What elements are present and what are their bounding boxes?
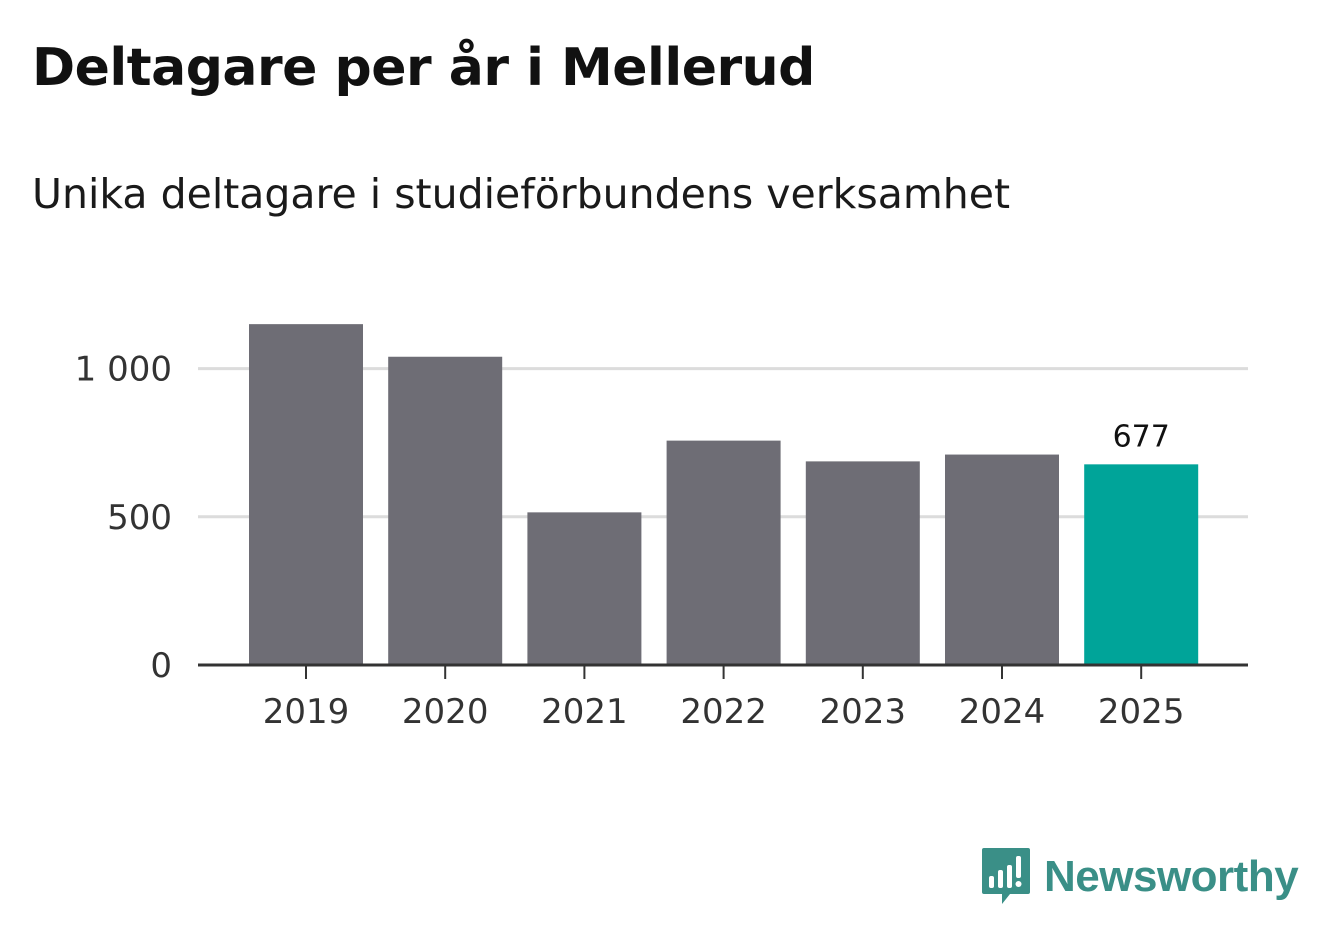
x-tick-label: 2021	[541, 692, 628, 732]
y-tick-label: 500	[107, 498, 172, 538]
x-tick-label: 2024	[959, 692, 1046, 732]
x-tick-label: 2023	[820, 692, 907, 732]
x-axis	[198, 663, 1248, 679]
newsworthy-logo: Newsworthy	[980, 846, 1299, 908]
chart-subtitle: Unika deltagare i studieförbundens verks…	[32, 170, 1011, 218]
x-tick-label: 2025	[1098, 692, 1185, 732]
brand-name: Newsworthy	[1044, 852, 1299, 901]
data-label: 677	[1113, 419, 1170, 454]
bar-2021	[527, 512, 642, 665]
x-tick-label: 2022	[680, 692, 767, 732]
bar-2019	[249, 324, 363, 665]
x-tick-label: 2019	[263, 692, 350, 732]
y-tick-label: 0	[150, 646, 172, 686]
newsworthy-logo-icon	[982, 848, 1030, 904]
bars	[249, 324, 1199, 665]
bar-2023	[805, 461, 920, 665]
x-tick-label: 2020	[402, 692, 489, 732]
y-tick-label: 1 000	[75, 350, 172, 390]
bar-2025	[1084, 464, 1199, 665]
labels: 0 500 1 000 2019 2020 2021 2022 2023 2024 2025 677	[75, 350, 1185, 732]
bar-2020	[388, 356, 503, 665]
bar-2022	[666, 440, 781, 665]
chart-title: Deltagare per år i Mellerud	[32, 38, 815, 98]
bar-2024	[945, 454, 1059, 665]
